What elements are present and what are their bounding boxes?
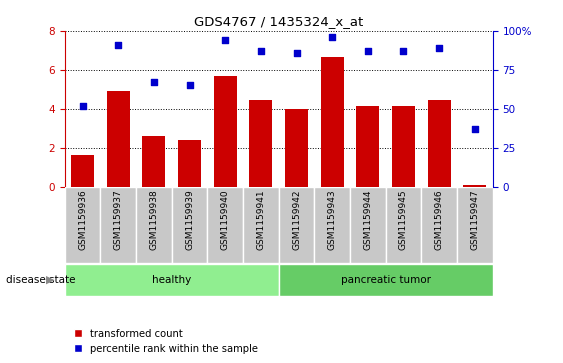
Bar <box>65 264 279 296</box>
Point <box>399 48 408 54</box>
Point <box>292 50 301 56</box>
Bar <box>356 106 379 187</box>
Point <box>435 45 444 51</box>
Bar <box>249 100 272 187</box>
Bar <box>457 187 493 263</box>
Text: GSM1159942: GSM1159942 <box>292 189 301 250</box>
Text: GSM1159945: GSM1159945 <box>399 189 408 250</box>
Text: ▶: ▶ <box>46 275 55 285</box>
Text: GSM1159946: GSM1159946 <box>435 189 444 250</box>
Text: disease state: disease state <box>6 275 75 285</box>
Bar <box>136 187 172 263</box>
Bar <box>314 187 350 263</box>
Legend: transformed count, percentile rank within the sample: transformed count, percentile rank withi… <box>70 325 262 358</box>
Point <box>185 82 194 88</box>
Bar <box>392 106 415 187</box>
Title: GDS4767 / 1435324_x_at: GDS4767 / 1435324_x_at <box>194 15 363 28</box>
Bar <box>100 187 136 263</box>
Point <box>470 126 479 132</box>
Bar <box>463 185 486 187</box>
Text: pancreatic tumor: pancreatic tumor <box>341 275 431 285</box>
Point <box>221 37 230 43</box>
Text: GSM1159941: GSM1159941 <box>256 189 265 250</box>
Bar <box>285 109 308 187</box>
Bar <box>65 187 100 263</box>
Text: GSM1159947: GSM1159947 <box>470 189 479 250</box>
Point <box>256 48 265 54</box>
Bar <box>142 136 166 187</box>
Bar <box>243 187 279 263</box>
Bar <box>71 155 94 187</box>
Point <box>363 48 372 54</box>
Point <box>114 42 123 48</box>
Bar <box>421 187 457 263</box>
Bar <box>207 187 243 263</box>
Bar <box>279 187 314 263</box>
Text: GSM1159936: GSM1159936 <box>78 189 87 250</box>
Bar <box>178 140 201 187</box>
Text: GSM1159938: GSM1159938 <box>149 189 158 250</box>
Point <box>328 34 337 40</box>
Bar <box>172 187 207 263</box>
Text: GSM1159937: GSM1159937 <box>114 189 123 250</box>
Point <box>78 103 87 109</box>
Bar <box>279 264 493 296</box>
Text: GSM1159944: GSM1159944 <box>363 189 372 250</box>
Bar <box>386 187 421 263</box>
Bar <box>320 57 344 187</box>
Text: GSM1159940: GSM1159940 <box>221 189 230 250</box>
Bar <box>106 91 130 187</box>
Bar <box>350 187 386 263</box>
Bar <box>213 76 237 187</box>
Text: healthy: healthy <box>152 275 191 285</box>
Point <box>149 79 158 85</box>
Text: GSM1159939: GSM1159939 <box>185 189 194 250</box>
Bar <box>427 100 451 187</box>
Text: GSM1159943: GSM1159943 <box>328 189 337 250</box>
